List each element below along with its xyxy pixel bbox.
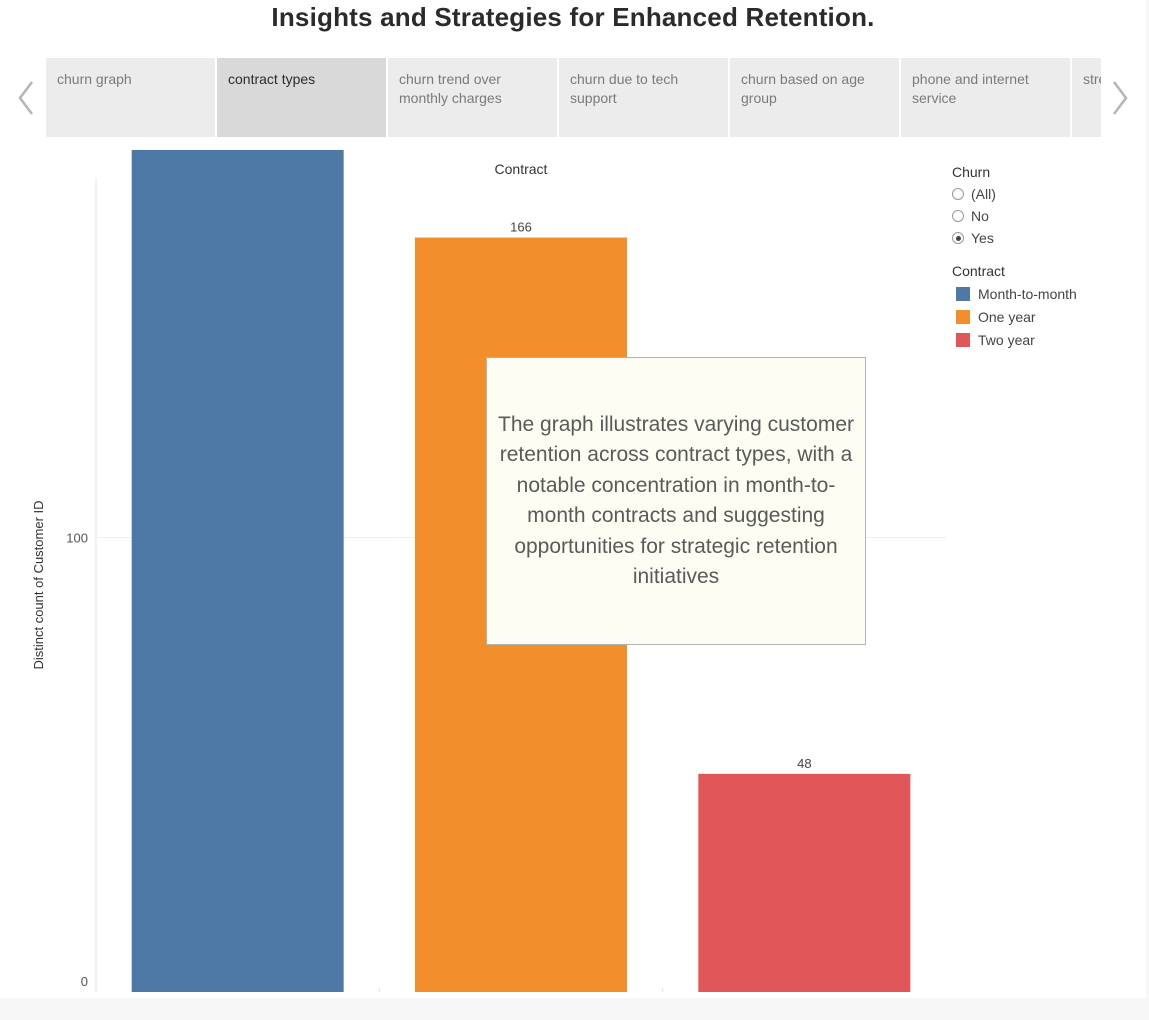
filter-option-label: Yes [971, 230, 994, 246]
tab-phone-internet-service[interactable]: phone and internet service [901, 58, 1070, 137]
legend-swatch [956, 309, 970, 324]
churn-filter-option-no[interactable]: No [952, 205, 1142, 227]
tab-churn-graph[interactable]: churn graph [46, 58, 215, 137]
page-title: Insights and Strategies for Enhanced Ret… [271, 2, 875, 32]
annotation-text: The graph illustrates varying customer r… [498, 412, 854, 589]
y-tick-label: 0 [81, 974, 88, 989]
chevron-left-icon [18, 81, 33, 115]
bar [698, 773, 911, 992]
tab-label: churn due to tech support [570, 71, 679, 106]
tab-contract-types[interactable]: contract types [217, 58, 386, 137]
bar-value-label: 48 [797, 756, 811, 771]
dashboard: Insights and Strategies for Enhanced Ret… [14, 2, 1142, 992]
legend-item-month-to-month[interactable]: Month-to-month [952, 282, 1142, 305]
filter-option-label: (All) [971, 186, 996, 202]
annotation-box: The graph illustrates varying customer r… [486, 357, 866, 645]
tab-churn-trend-monthly-charges[interactable]: churn trend over monthly charges [388, 58, 557, 137]
legend-label: Month-to-month [978, 285, 1077, 302]
story-tabs: churn graph contract types churn trend o… [46, 58, 1101, 137]
y-tick-label: 100 [66, 531, 88, 546]
churn-filter-option-all[interactable]: (All) [952, 183, 1142, 205]
prev-tab-button[interactable] [14, 78, 38, 118]
tab-streaming-tv[interactable]: streaming tv [1072, 58, 1101, 137]
legend-item-two-year[interactable]: Two year [952, 328, 1142, 351]
legend-label: Two year [978, 331, 1035, 348]
legend-swatch [956, 332, 970, 347]
tab-label: churn trend over monthly charges [399, 71, 502, 106]
radio-icon [952, 188, 964, 200]
tab-label: contract types [228, 71, 316, 87]
legend-label: One year [978, 308, 1036, 325]
tab-label: churn graph [57, 71, 132, 87]
legend-item-one-year[interactable]: One year [952, 305, 1142, 328]
radio-icon [952, 210, 964, 222]
tab-label: streaming tv [1083, 71, 1101, 87]
tab-churn-tech-support[interactable]: churn due to tech support [559, 58, 728, 137]
tab-label: phone and internet service [912, 71, 1029, 106]
churn-filter-title: Churn [952, 164, 991, 180]
legend-panel: Churn (All) No Yes Contract Month-to-mon… [952, 164, 1142, 351]
contract-legend-title: Contract [952, 263, 1005, 279]
bar [131, 150, 344, 992]
tab-churn-age-group[interactable]: churn based on age group [730, 58, 899, 137]
chart-title: Contract [495, 161, 548, 177]
radio-selected-icon [952, 232, 964, 244]
tab-label: churn based on age group [741, 71, 865, 106]
bar-value-label: 166 [510, 220, 532, 235]
legend-swatch [956, 286, 970, 301]
next-tab-button[interactable] [1108, 78, 1132, 118]
filter-option-label: No [971, 208, 989, 224]
chevron-right-icon [1113, 81, 1128, 115]
churn-filter-option-yes[interactable]: Yes [952, 227, 1142, 249]
y-axis-label: Distinct count of Customer ID [31, 500, 46, 669]
